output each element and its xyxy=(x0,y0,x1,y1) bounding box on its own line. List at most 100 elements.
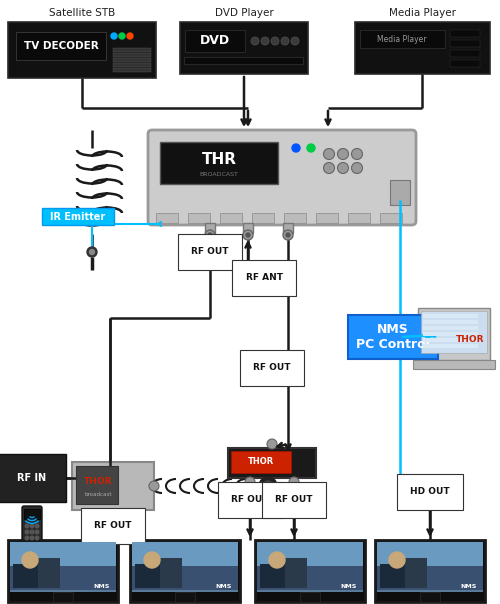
Bar xyxy=(375,540,485,602)
Text: NMS: NMS xyxy=(94,583,110,588)
Bar xyxy=(231,451,291,473)
Text: RF ANT: RF ANT xyxy=(246,274,282,283)
Text: Media Player: Media Player xyxy=(378,34,427,43)
Bar xyxy=(260,564,290,588)
Circle shape xyxy=(307,144,315,152)
Text: TV DECODER: TV DECODER xyxy=(24,41,99,51)
Bar xyxy=(380,564,410,588)
Circle shape xyxy=(35,536,39,540)
Bar xyxy=(113,53,151,57)
Bar xyxy=(423,344,478,348)
Text: Media Player: Media Player xyxy=(389,8,456,18)
Circle shape xyxy=(119,33,125,39)
Text: THOR: THOR xyxy=(84,478,112,486)
Bar xyxy=(418,308,490,360)
Bar xyxy=(13,564,43,588)
Circle shape xyxy=(30,530,34,534)
Bar xyxy=(450,30,480,37)
Bar xyxy=(24,509,40,519)
Bar xyxy=(257,566,363,590)
Text: broadcast: broadcast xyxy=(84,492,112,496)
Bar xyxy=(405,558,427,588)
Circle shape xyxy=(25,530,29,534)
Bar xyxy=(184,57,303,64)
Bar xyxy=(156,213,178,223)
Bar xyxy=(285,558,307,588)
Circle shape xyxy=(289,477,299,487)
Bar xyxy=(423,332,478,336)
Bar xyxy=(255,540,365,602)
Bar xyxy=(16,32,106,60)
Circle shape xyxy=(246,233,250,237)
Bar xyxy=(132,566,238,590)
Text: RF OUT: RF OUT xyxy=(191,248,229,257)
Circle shape xyxy=(292,144,300,152)
Circle shape xyxy=(144,552,160,568)
Bar xyxy=(360,30,445,48)
Bar xyxy=(10,542,116,592)
Bar xyxy=(420,592,440,602)
Text: NMS: NMS xyxy=(216,583,232,588)
Bar xyxy=(377,566,483,590)
Circle shape xyxy=(267,439,277,449)
Circle shape xyxy=(283,230,293,240)
Text: THR: THR xyxy=(202,152,236,167)
Circle shape xyxy=(324,149,334,159)
Bar xyxy=(180,22,308,74)
Text: THOR: THOR xyxy=(248,457,274,466)
Bar xyxy=(135,564,165,588)
Circle shape xyxy=(25,536,29,540)
Bar xyxy=(113,68,151,72)
Bar xyxy=(300,592,320,602)
Bar xyxy=(130,540,240,602)
Circle shape xyxy=(271,37,279,45)
Bar xyxy=(257,542,363,566)
Bar xyxy=(377,542,483,566)
Bar xyxy=(160,142,278,184)
Circle shape xyxy=(251,37,259,45)
Bar xyxy=(413,360,495,369)
Circle shape xyxy=(263,481,273,491)
Text: RF OUT: RF OUT xyxy=(254,364,291,373)
Circle shape xyxy=(208,233,212,237)
Bar xyxy=(450,50,480,57)
Text: HD OUT: HD OUT xyxy=(410,487,450,496)
Circle shape xyxy=(30,524,34,528)
Bar xyxy=(252,213,274,223)
Bar xyxy=(243,223,253,233)
Circle shape xyxy=(35,530,39,534)
Circle shape xyxy=(205,230,215,240)
Bar xyxy=(8,22,156,78)
Bar xyxy=(377,542,483,592)
Bar xyxy=(355,22,490,74)
Circle shape xyxy=(149,481,159,491)
Text: BROADCAST: BROADCAST xyxy=(200,172,238,176)
Bar xyxy=(205,223,215,233)
Circle shape xyxy=(324,162,334,173)
Text: RF OUT: RF OUT xyxy=(94,521,132,530)
Circle shape xyxy=(286,233,290,237)
Bar xyxy=(113,63,151,67)
Bar xyxy=(348,315,438,359)
Circle shape xyxy=(352,162,362,173)
Circle shape xyxy=(111,33,117,39)
Bar xyxy=(132,542,238,592)
Bar xyxy=(160,558,182,588)
Text: RF IN: RF IN xyxy=(18,473,46,483)
Circle shape xyxy=(127,33,133,39)
Bar xyxy=(72,462,154,510)
Bar xyxy=(188,213,210,223)
Bar xyxy=(423,326,478,330)
Circle shape xyxy=(389,552,405,568)
Text: DVD Player: DVD Player xyxy=(214,8,274,18)
Circle shape xyxy=(90,249,94,254)
Circle shape xyxy=(338,162,348,173)
Bar xyxy=(185,30,245,52)
Text: RF OUT: RF OUT xyxy=(231,495,269,504)
Bar xyxy=(257,542,363,592)
Bar xyxy=(10,566,116,590)
Bar xyxy=(450,40,480,47)
FancyBboxPatch shape xyxy=(22,506,42,550)
Text: NMS
PC Control: NMS PC Control xyxy=(356,323,430,351)
Circle shape xyxy=(35,524,39,528)
